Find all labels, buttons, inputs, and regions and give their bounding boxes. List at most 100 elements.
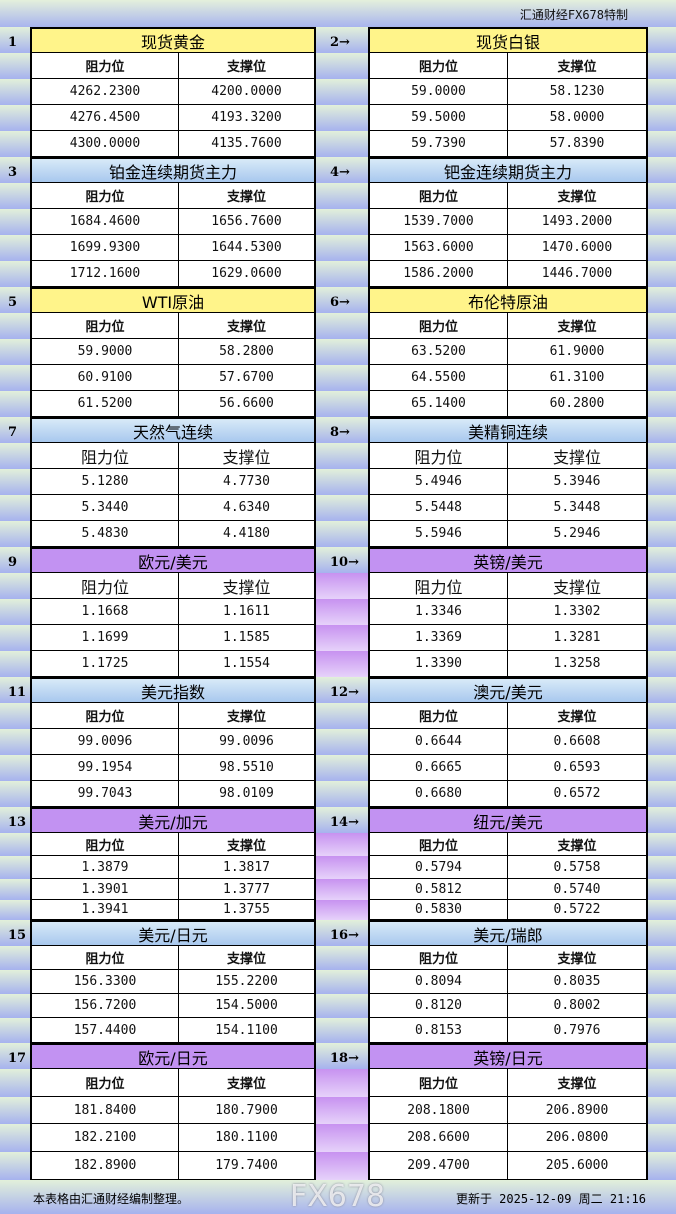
resistance-value: 1.1668 bbox=[32, 599, 179, 625]
spacer bbox=[648, 573, 676, 599]
instrument-title: 纽元/美元 bbox=[370, 807, 646, 833]
support-value: 98.5510 bbox=[179, 755, 314, 781]
support-value: 1.1585 bbox=[179, 625, 314, 651]
quote-table: 1.1699 1.1585 bbox=[30, 625, 316, 651]
table-row: 5 WTI原油 6→ 布伦特原油 bbox=[0, 287, 676, 313]
spacer bbox=[648, 755, 676, 781]
support-value: 4.7730 bbox=[179, 469, 314, 495]
support-header: 支撑位 bbox=[508, 183, 646, 209]
quote-table: 阻力位 支撑位 bbox=[368, 53, 648, 79]
row-number bbox=[316, 79, 368, 105]
support-value: 0.6593 bbox=[508, 755, 646, 781]
spacer bbox=[648, 131, 676, 157]
support-value: 4193.3200 bbox=[179, 105, 314, 131]
table-row: 1.3901 1.3777 0.5812 0.5740 bbox=[0, 879, 676, 900]
resistance-header: 阻力位 bbox=[370, 946, 508, 970]
instrument-title: 美精铜连续 bbox=[370, 417, 646, 443]
row-number: 15 bbox=[8, 928, 27, 943]
row-number: 4→ bbox=[316, 157, 368, 183]
spacer bbox=[648, 1124, 676, 1152]
resistance-value: 157.4400 bbox=[32, 1018, 179, 1043]
row-number bbox=[0, 313, 30, 339]
resistance-value: 156.7200 bbox=[32, 994, 179, 1018]
quote-table: 美元/瑞郎 bbox=[368, 920, 648, 946]
row-number bbox=[316, 1152, 368, 1180]
row-number bbox=[316, 946, 368, 970]
row-number: 18→ bbox=[316, 1043, 368, 1069]
row-number bbox=[316, 339, 368, 365]
support-value: 0.6608 bbox=[508, 729, 646, 755]
spacer bbox=[648, 781, 676, 807]
quote-table: 纽元/美元 bbox=[368, 807, 648, 833]
quote-table: 阻力位 支撑位 bbox=[30, 573, 316, 599]
row-number bbox=[316, 1097, 368, 1124]
quote-table: 157.4400 154.1100 bbox=[30, 1018, 316, 1043]
support-value: 1629.0600 bbox=[179, 261, 314, 287]
row-number bbox=[0, 235, 30, 261]
table-row: 61.5200 56.6600 65.1400 60.2800 bbox=[0, 391, 676, 417]
table-row: 1.1699 1.1585 1.3369 1.3281 bbox=[0, 625, 676, 651]
support-value: 4.4180 bbox=[179, 521, 314, 547]
resistance-header: 阻力位 bbox=[32, 443, 179, 469]
resistance-value: 1.3346 bbox=[370, 599, 508, 625]
row-number bbox=[0, 900, 30, 920]
quote-table: 1.3346 1.3302 bbox=[368, 599, 648, 625]
resistance-value: 156.3300 bbox=[32, 970, 179, 994]
row-number bbox=[0, 599, 30, 625]
table-row: 1699.9300 1644.5300 1563.6000 1470.6000 bbox=[0, 235, 676, 261]
spacer bbox=[648, 879, 676, 900]
quote-table: 钯金连续期货主力 bbox=[368, 157, 648, 183]
arrow-icon: → bbox=[348, 685, 359, 700]
quote-table: 美精铜连续 bbox=[368, 417, 648, 443]
row-number bbox=[0, 1069, 30, 1097]
quote-table: 4276.4500 4193.3200 bbox=[30, 105, 316, 131]
quote-table: 1563.6000 1470.6000 bbox=[368, 235, 648, 261]
resistance-value: 0.6680 bbox=[370, 781, 508, 807]
support-value: 1644.5300 bbox=[179, 235, 314, 261]
support-value: 5.2946 bbox=[508, 521, 646, 547]
support-header: 支撑位 bbox=[508, 313, 646, 339]
quote-table: 59.5000 58.0000 bbox=[368, 105, 648, 131]
quote-table: 208.1800 206.8900 bbox=[368, 1097, 648, 1124]
support-value: 1493.2000 bbox=[508, 209, 646, 235]
quote-table: 1539.7000 1493.2000 bbox=[368, 209, 648, 235]
row-number bbox=[316, 994, 368, 1018]
support-value: 1446.7000 bbox=[508, 261, 646, 287]
row-number bbox=[0, 183, 30, 209]
support-value: 56.6600 bbox=[179, 391, 314, 417]
row-number: 2→ bbox=[316, 27, 368, 53]
resistance-value: 1.1699 bbox=[32, 625, 179, 651]
support-value: 5.3946 bbox=[508, 469, 646, 495]
arrow-icon: → bbox=[348, 815, 359, 830]
resistance-header: 阻力位 bbox=[32, 946, 179, 970]
support-value: 1.1554 bbox=[179, 651, 314, 677]
resistance-header: 阻力位 bbox=[370, 703, 508, 729]
resistance-value: 1539.7000 bbox=[370, 209, 508, 235]
quote-table: 59.7390 57.8390 bbox=[368, 131, 648, 157]
resistance-header: 阻力位 bbox=[32, 183, 179, 209]
row-number bbox=[0, 1097, 30, 1124]
row-number: 13 bbox=[8, 815, 27, 830]
resistance-value: 182.2100 bbox=[32, 1124, 179, 1152]
resistance-value: 5.1280 bbox=[32, 469, 179, 495]
quote-table: 阻力位 支撑位 bbox=[368, 833, 648, 856]
support-value: 1.3281 bbox=[508, 625, 646, 651]
row-number bbox=[316, 599, 368, 625]
quote-table: 0.8153 0.7976 bbox=[368, 1018, 648, 1043]
quote-table: 英镑/美元 bbox=[368, 547, 648, 573]
support-header: 支撑位 bbox=[508, 833, 646, 856]
quote-table: 美元/日元 bbox=[30, 920, 316, 946]
row-number: 5 bbox=[8, 295, 18, 310]
row-number: 18 bbox=[330, 1051, 349, 1066]
spacer bbox=[648, 1097, 676, 1124]
support-value: 61.9000 bbox=[508, 339, 646, 365]
table-row: 阻力位 支撑位 阻力位 支撑位 bbox=[0, 573, 676, 599]
row-number: 4 bbox=[330, 165, 340, 180]
quote-table: 4300.0000 4135.7600 bbox=[30, 131, 316, 157]
table-row: 5.4830 4.4180 5.5946 5.2946 bbox=[0, 521, 676, 547]
support-value: 4200.0000 bbox=[179, 79, 314, 105]
resistance-header: 阻力位 bbox=[32, 1069, 179, 1097]
quote-table: 1586.2000 1446.7000 bbox=[368, 261, 648, 287]
table-row: 1.1725 1.1554 1.3390 1.3258 bbox=[0, 651, 676, 677]
row-number bbox=[316, 833, 368, 856]
